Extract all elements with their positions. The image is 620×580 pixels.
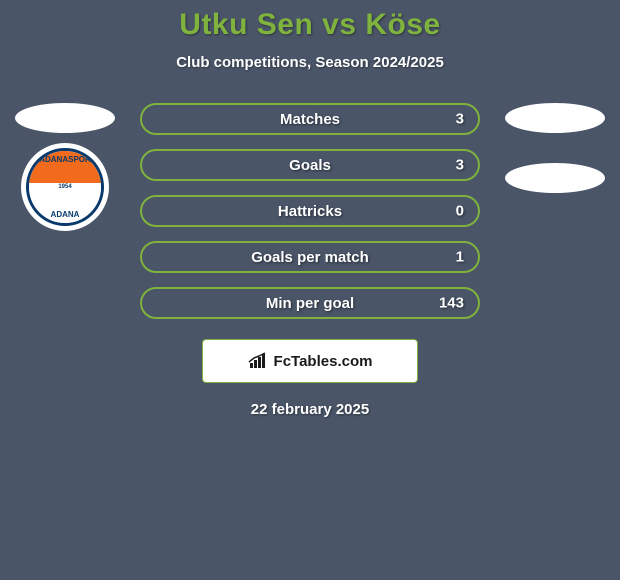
stat-bar-min-per-goal: Min per goal 143 <box>140 287 480 319</box>
stat-value-right: 3 <box>456 157 464 174</box>
comparison-card: Utku Sen vs Köse Club competitions, Seas… <box>0 0 620 418</box>
player-photo-placeholder-left <box>15 103 115 133</box>
club-badge-inner: ADANASPOR 1954 ADANA <box>26 148 104 226</box>
stat-value-right: 143 <box>439 295 464 312</box>
stat-bar-goals: Goals 3 <box>140 149 480 181</box>
stat-bar-hattricks: Hattricks 0 <box>140 195 480 227</box>
watermark[interactable]: FcTables.com <box>202 339 418 383</box>
player-photo-placeholder-right-1 <box>505 103 605 133</box>
date-line: 22 february 2025 <box>0 401 620 418</box>
watermark-text: FcTables.com <box>274 353 373 370</box>
stat-value-right: 0 <box>456 203 464 220</box>
season-subtitle: Club competitions, Season 2024/2025 <box>0 54 620 71</box>
chart-bars-icon <box>248 352 270 370</box>
main-row: ADANASPOR 1954 ADANA Matches 3 Goals 3 H… <box>0 103 620 319</box>
right-player-column <box>500 103 610 193</box>
stat-label: Goals <box>289 157 331 174</box>
badge-text-top: ADANASPOR <box>29 155 101 164</box>
stat-bars: Matches 3 Goals 3 Hattricks 0 Goals per … <box>140 103 480 319</box>
stat-bar-goals-per-match: Goals per match 1 <box>140 241 480 273</box>
page-title: Utku Sen vs Köse <box>0 8 620 42</box>
stat-label: Matches <box>280 111 340 128</box>
player-photo-placeholder-right-2 <box>505 163 605 193</box>
stat-bar-matches: Matches 3 <box>140 103 480 135</box>
badge-text-year: 1954 <box>29 183 101 191</box>
stat-label: Min per goal <box>266 295 354 312</box>
club-badge-left: ADANASPOR 1954 ADANA <box>21 143 109 231</box>
badge-text-bottom: ADANA <box>29 210 101 219</box>
stat-label: Hattricks <box>278 203 342 220</box>
stat-value-right: 3 <box>456 111 464 128</box>
stat-value-right: 1 <box>456 249 464 266</box>
stat-label: Goals per match <box>251 249 369 266</box>
left-player-column: ADANASPOR 1954 ADANA <box>10 103 120 231</box>
